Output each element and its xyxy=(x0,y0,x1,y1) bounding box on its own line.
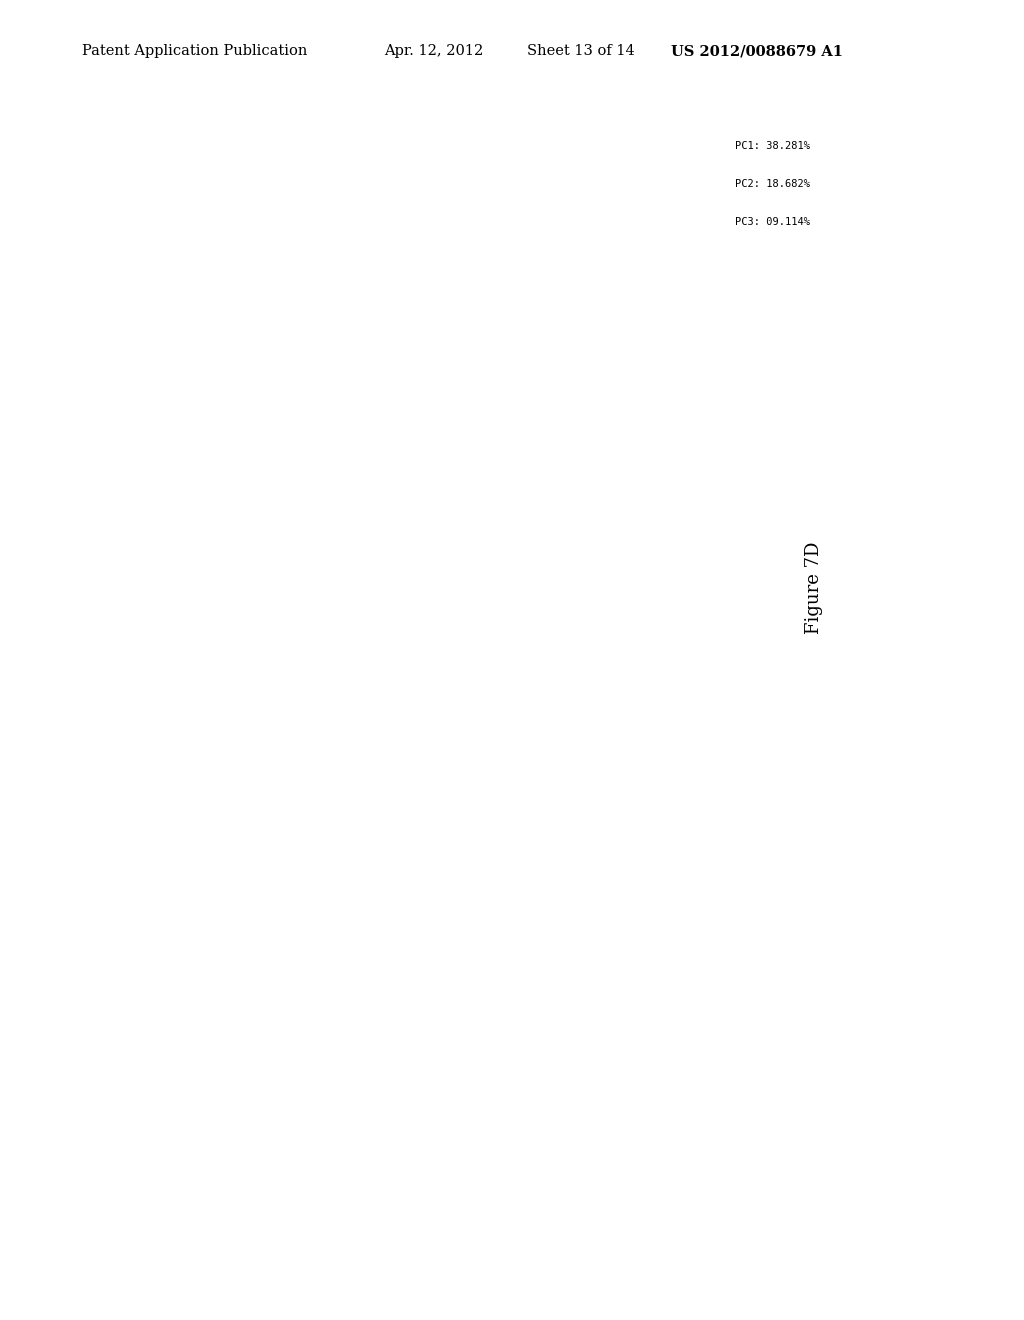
Text: Sheet 13 of 14: Sheet 13 of 14 xyxy=(527,45,635,58)
Text: L2
150 days: L2 150 days xyxy=(287,653,326,704)
Text: PC3: 09.114%: PC3: 09.114% xyxy=(735,216,810,227)
Text: Figure 7D: Figure 7D xyxy=(805,541,823,634)
Text: M2
128 days: M2 128 days xyxy=(452,288,490,338)
Text: M1
122 days: M1 122 days xyxy=(568,294,607,345)
Text: M1
150 days: M1 150 days xyxy=(537,660,577,710)
Text: US 2012/0088679 A1: US 2012/0088679 A1 xyxy=(671,45,843,58)
Text: PC1: 38.281%: PC1: 38.281% xyxy=(735,141,810,152)
Text: D.: D. xyxy=(167,1030,185,1044)
Text: L3
121 days: L3 121 days xyxy=(293,544,332,594)
Text: M2
149 days: M2 149 days xyxy=(611,544,650,594)
Text: L2
122 days: L2 122 days xyxy=(196,733,236,783)
Text: 2: 2 xyxy=(272,583,281,597)
Text: M1
129 days: M1 129 days xyxy=(594,416,633,466)
Text: Apr. 12, 2012: Apr. 12, 2012 xyxy=(384,45,483,58)
Text: PC2: 18.682%: PC2: 18.682% xyxy=(735,180,810,189)
Text: Patent Application Publication: Patent Application Publication xyxy=(82,45,307,58)
